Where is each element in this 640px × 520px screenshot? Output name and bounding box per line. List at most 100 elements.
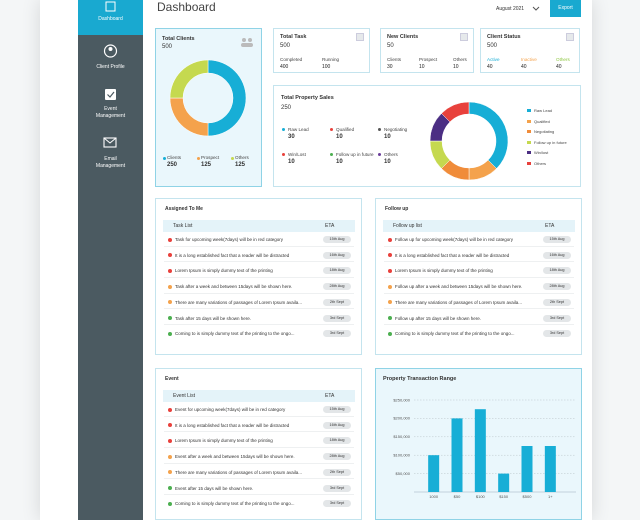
chart-svg — [429, 101, 509, 181]
eta-chip: 2th Sept — [323, 298, 351, 306]
status-dot — [168, 237, 172, 242]
table-header — [163, 390, 355, 402]
stat-label: Others — [384, 152, 398, 157]
status-dot — [168, 454, 172, 459]
row-text: Coming to is simply dummy text of the pr… — [175, 501, 295, 507]
row-divider — [164, 324, 354, 325]
x-tick-label: $100 — [476, 494, 486, 499]
row-text: Task after 15 days will be shown here. — [175, 315, 252, 321]
stat-label: Follow up in future — [336, 152, 374, 157]
eta-chip: 15th Aug — [323, 406, 351, 413]
row-divider — [384, 324, 574, 325]
legend-dot — [231, 157, 234, 160]
row-text: Lorem Ipsum is simply dummy text of the … — [395, 268, 493, 274]
legend-value: 250 — [167, 162, 178, 168]
stat-dot — [378, 128, 381, 131]
card-title: Client Status — [487, 34, 521, 40]
row-divider — [164, 245, 354, 247]
chart-title: Property Transaction Range — [383, 376, 457, 382]
x-tick-label: 1000 — [429, 494, 439, 499]
status-dot — [168, 407, 172, 412]
legend-label: Follow up in future — [534, 139, 567, 145]
chart-svg: $50,000 $100,000 $150,000 $200,000 $250,000 1… — [393, 397, 576, 499]
total-task-card: Total Task 500 Completed 400 Running 100 — [273, 28, 370, 73]
donut-segment — [169, 97, 209, 137]
donut-segment — [441, 101, 470, 123]
legend-label: Negotiating — [534, 129, 555, 134]
bar — [474, 409, 486, 492]
donut-segment — [207, 59, 247, 137]
column-header: ETA — [325, 223, 335, 229]
stat-dot — [282, 153, 285, 156]
chart-svg — [169, 59, 247, 137]
status-dot — [388, 316, 392, 320]
month-select[interactable]: August 2021 — [496, 6, 525, 12]
row-divider — [164, 462, 354, 464]
eta-chip: 3rd Sept — [323, 500, 351, 508]
row-text: Coming to is simply dummy text of the pr… — [175, 331, 295, 337]
row-divider — [384, 276, 574, 278]
nav-dashboard[interactable]: Dashboard — [98, 16, 123, 22]
eta-chip: 16th Aug — [323, 251, 351, 259]
row-text: Task after a week and between 15days wil… — [175, 284, 293, 290]
bar — [498, 473, 510, 492]
transaction-card: Property Transaction Range $50,000 $100,0… — [375, 368, 582, 520]
stat-label: Raw Lead — [288, 127, 309, 132]
row-divider — [164, 276, 354, 278]
legend-dot — [197, 157, 200, 160]
status-dot — [168, 423, 172, 428]
checkbox — [566, 33, 574, 41]
stat-label: Clients — [387, 57, 402, 62]
eta-chip: 28th Aug — [543, 283, 571, 291]
legend-swatch — [527, 140, 531, 144]
legend-label: Qualified — [534, 118, 550, 124]
nav-event-management[interactable]: Event Management — [95, 106, 126, 119]
stat-value: 30 — [288, 134, 295, 140]
sidebar-active[interactable] — [78, 0, 143, 35]
row-text: Follow up for upcoming week(7days) will … — [395, 237, 514, 242]
legend-swatch — [527, 130, 531, 133]
stat-value: 40 — [521, 64, 527, 70]
eta-chip: 18th Aug — [323, 267, 351, 275]
nav-email-management[interactable]: Email Management — [95, 156, 126, 169]
row-divider — [164, 431, 354, 433]
stat-label: Inactive — [521, 57, 537, 62]
stat-value: 40 — [556, 64, 562, 70]
nav-client-profile[interactable]: Client Profile — [96, 64, 125, 70]
legend-swatch — [527, 151, 531, 154]
status-dot — [168, 470, 172, 475]
stat-value: 30 — [387, 64, 393, 70]
row-text: Lorem Ipsum is simply dummy text of the … — [175, 438, 273, 444]
row-divider — [164, 415, 354, 417]
column-header: ETA — [325, 393, 335, 399]
row-divider — [164, 261, 354, 263]
donut-segment — [169, 59, 209, 99]
stat-dot — [330, 128, 333, 131]
row-text: Task for upcoming week(7days) will be in… — [175, 237, 284, 242]
status-dot — [168, 501, 172, 506]
export-button[interactable]: Export — [550, 0, 581, 17]
status-dot — [168, 486, 172, 490]
legend-value: 125 — [235, 162, 246, 168]
stat-label: Win/Lost — [288, 152, 306, 157]
stat-label: Negotiating — [384, 127, 408, 132]
eta-chip: 3rd Sept — [543, 330, 571, 338]
table-header — [163, 220, 355, 232]
follow-up-card: Follow up Follow up list ETA Follow up for … — [375, 198, 582, 355]
x-tick-label: $50 — [454, 494, 461, 499]
month-chevron[interactable] — [532, 6, 540, 12]
row-text: Event after 15 days will be shown here. — [175, 485, 254, 491]
row-divider — [164, 478, 354, 480]
legend-swatch — [527, 119, 531, 123]
row-text: Follow up after 15 days will be shown he… — [395, 315, 482, 321]
row-text: Coming to is simply dummy text of the pr… — [395, 331, 515, 337]
stat-label: Completed — [280, 57, 303, 62]
card-title: Assigned To Me — [165, 206, 203, 212]
email-icon — [103, 137, 117, 148]
card-title: Follow up — [385, 206, 409, 212]
y-tick-label: $200,000 — [393, 416, 410, 421]
eta-chip: 3rd Sept — [543, 314, 571, 322]
row-text: There are many variations of passages of… — [175, 299, 303, 305]
